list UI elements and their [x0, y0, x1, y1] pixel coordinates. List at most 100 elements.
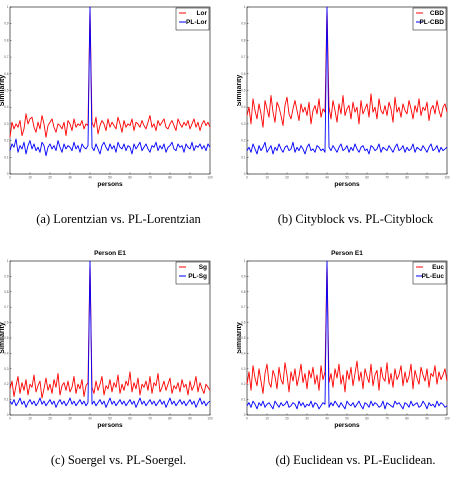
- y-tick-label: 0.2: [241, 382, 246, 386]
- chart-svg-c: Person E1 0 10 20 30 40 50 60 70 80 90 100 0 0.1 0.2 0.…: [0, 250, 213, 429]
- y-tick-label: 0: [244, 413, 246, 417]
- x-tick-label: 40: [88, 176, 92, 180]
- y-tick-label: 0.9: [4, 22, 9, 26]
- chart-panel-d: Person E1 0 10 20 30 40 50 60 70 80 90 100 0 0.1 0.2 0.…: [237, 241, 474, 481]
- y-tick-label: 0.6: [241, 72, 246, 76]
- chart-panel-c: Person E1 0 10 20 30 40 50 60 70 80 90 100 0 0.1 0.2 0.…: [0, 241, 237, 481]
- series-line-pl-sg: [9, 260, 211, 408]
- x-tick-label: 10: [28, 176, 32, 180]
- x-axis-label: persons: [334, 181, 360, 188]
- x-tick-label: 20: [285, 176, 289, 180]
- series-line-pl-cbd: [246, 6, 448, 155]
- x-tick-label: 50: [345, 176, 349, 180]
- x-tick-label: 90: [425, 176, 429, 180]
- y-tick-label: 0.6: [4, 72, 9, 76]
- chart-panel-a: 0 10 20 30 40 50 60 70 80 90 100 0 0.1 0.2 0.3 0.4 0.5 0.…: [0, 0, 237, 240]
- legend-entry: Euc: [432, 264, 444, 271]
- x-tick-label: 20: [48, 176, 52, 180]
- y-tick-label: 0.7: [241, 55, 246, 59]
- x-tick-label: 100: [207, 417, 213, 421]
- legend-entry: Sg: [199, 264, 207, 271]
- legend-entry: PL-Sg: [188, 273, 207, 280]
- series-line-lor: [9, 6, 211, 138]
- plot-frame: [246, 6, 448, 175]
- x-tick-label: 100: [444, 176, 450, 180]
- x-tick-label: 50: [345, 417, 349, 421]
- y-axis-label: Similarity: [237, 75, 243, 107]
- plot-frame: [9, 260, 211, 416]
- x-tick-label: 40: [325, 417, 329, 421]
- x-tick-label: 60: [128, 176, 132, 180]
- x-tick-label: 60: [128, 417, 132, 421]
- x-tick-label: 100: [444, 417, 450, 421]
- chart-panel-b: 0 10 20 30 40 50 60 70 80 90 100 0 0.1 0.2 0.3 0.4 0.5 0.…: [237, 0, 474, 240]
- x-tick-label: 20: [285, 417, 289, 421]
- y-tick-label: 0.9: [241, 274, 246, 278]
- y-tick-label: 0: [244, 172, 246, 176]
- legend-entry: PL-CBD: [419, 19, 444, 26]
- y-tick-label: 0.7: [241, 305, 246, 309]
- x-tick-label: 80: [168, 176, 172, 180]
- caption-a: (a) Lorentzian vs. PL-Lorentzian: [36, 212, 201, 226]
- plot-frame: [9, 6, 211, 175]
- y-axis-label: Similarity: [0, 322, 6, 354]
- y-tick-label: 0.1: [241, 398, 246, 402]
- y-tick-label: 0.8: [4, 38, 9, 42]
- y-tick-label: 0.8: [241, 290, 246, 294]
- y-tick-label: 0.6: [241, 321, 246, 325]
- y-tick-label: 0.9: [241, 22, 246, 26]
- x-tick-label: 80: [405, 417, 409, 421]
- x-tick-label: 50: [108, 417, 112, 421]
- x-tick-label: 30: [305, 176, 309, 180]
- legend-entry: CBD: [430, 10, 444, 17]
- y-tick-label: 0.2: [4, 139, 9, 143]
- plot-frame: [246, 260, 448, 416]
- y-tick-label: 0.4: [241, 105, 246, 109]
- y-tick-label: 1: [244, 259, 246, 263]
- y-tick-label: 0.1: [241, 155, 246, 159]
- series-line-cbd: [246, 6, 448, 128]
- y-tick-label: 0.4: [241, 351, 246, 355]
- legend-entry: PL-Lor: [186, 19, 207, 26]
- y-tick-label: 1: [244, 5, 246, 9]
- y-tick-label: 0.3: [241, 367, 246, 371]
- x-tick-label: 80: [405, 176, 409, 180]
- x-tick-label: 20: [48, 417, 52, 421]
- x-axis-label: persons: [334, 422, 360, 429]
- x-tick-label: 0: [9, 417, 11, 421]
- chart-title: Person E1: [331, 250, 363, 257]
- x-tick-label: 80: [168, 417, 172, 421]
- series-line-sg: [9, 260, 211, 399]
- y-tick-label: 0.3: [4, 122, 9, 126]
- x-tick-label: 70: [385, 417, 389, 421]
- y-tick-label: 0.3: [241, 122, 246, 126]
- caption-c: (c) Soergel vs. PL-Soergel.: [50, 453, 187, 467]
- x-tick-label: 50: [108, 176, 112, 180]
- y-tick-label: 0.5: [4, 89, 9, 93]
- series-line-pl-lor: [9, 6, 211, 157]
- y-axis-label: Similarity: [0, 75, 6, 107]
- y-tick-label: 0.4: [4, 351, 9, 355]
- x-tick-label: 0: [9, 176, 11, 180]
- y-tick-label: 0.5: [241, 336, 246, 340]
- x-tick-label: 90: [425, 417, 429, 421]
- x-tick-label: 90: [188, 176, 192, 180]
- chart-svg-d: Person E1 0 10 20 30 40 50 60 70 80 90 100 0 0.1 0.2 0.…: [237, 250, 450, 429]
- y-tick-label: 0.7: [4, 305, 9, 309]
- chart-svg-a: 0 10 20 30 40 50 60 70 80 90 100 0 0.1 0.2 0.3 0.4 0.5 0.…: [0, 5, 213, 188]
- y-tick-label: 0.5: [4, 336, 9, 340]
- y-tick-label: 0: [7, 413, 9, 417]
- x-tick-label: 70: [148, 176, 152, 180]
- x-tick-label: 30: [68, 417, 72, 421]
- x-tick-label: 70: [385, 176, 389, 180]
- y-tick-label: 0.5: [241, 89, 246, 93]
- x-tick-label: 10: [265, 176, 269, 180]
- x-tick-label: 40: [88, 417, 92, 421]
- y-tick-label: 0.4: [4, 105, 9, 109]
- x-tick-label: 70: [148, 417, 152, 421]
- series-line-pl-euc: [246, 260, 448, 410]
- y-tick-label: 0.1: [4, 155, 9, 159]
- x-tick-label: 60: [365, 176, 369, 180]
- y-tick-label: 0.8: [241, 38, 246, 42]
- x-axis-label: persons: [97, 181, 123, 188]
